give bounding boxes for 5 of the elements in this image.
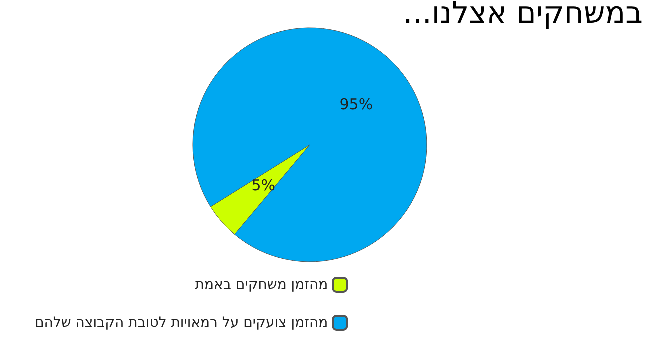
legend-label: מהזמן צועקים על רמאויות לטובת הקבוצה שלהם [34,315,328,331]
data-label: 95% [340,96,374,114]
data-label: 5% [252,176,276,194]
text: במשחקים אצלנו... [403,0,643,31]
legend-label: מהזמן משחקים באמת [195,277,328,293]
